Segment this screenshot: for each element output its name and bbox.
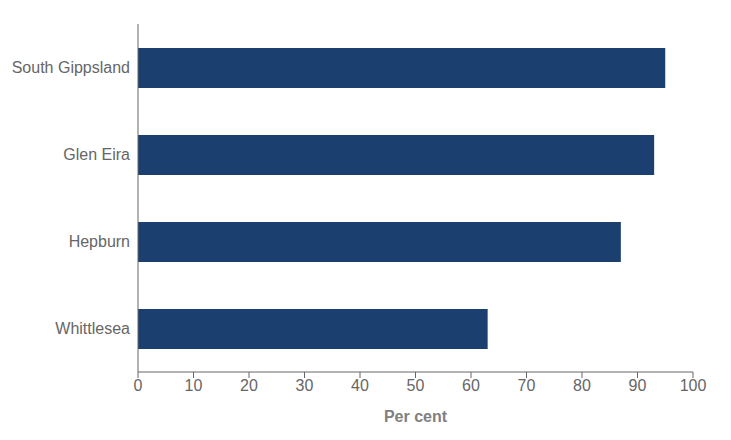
- svg-text:50: 50: [407, 377, 425, 394]
- svg-text:Whittlesea: Whittlesea: [55, 320, 130, 337]
- svg-text:0: 0: [134, 377, 143, 394]
- svg-text:Per cent: Per cent: [384, 408, 448, 425]
- svg-text:10: 10: [185, 377, 203, 394]
- svg-text:60: 60: [462, 377, 480, 394]
- svg-text:Glen Eira: Glen Eira: [63, 146, 130, 163]
- svg-text:70: 70: [518, 377, 536, 394]
- svg-text:40: 40: [351, 377, 369, 394]
- svg-text:30: 30: [296, 377, 314, 394]
- svg-text:Hepburn: Hepburn: [69, 233, 130, 250]
- svg-text:80: 80: [573, 377, 591, 394]
- svg-text:90: 90: [629, 377, 647, 394]
- svg-text:100: 100: [680, 377, 707, 394]
- svg-text:20: 20: [240, 377, 258, 394]
- svg-text:South Gippsland: South Gippsland: [12, 59, 130, 76]
